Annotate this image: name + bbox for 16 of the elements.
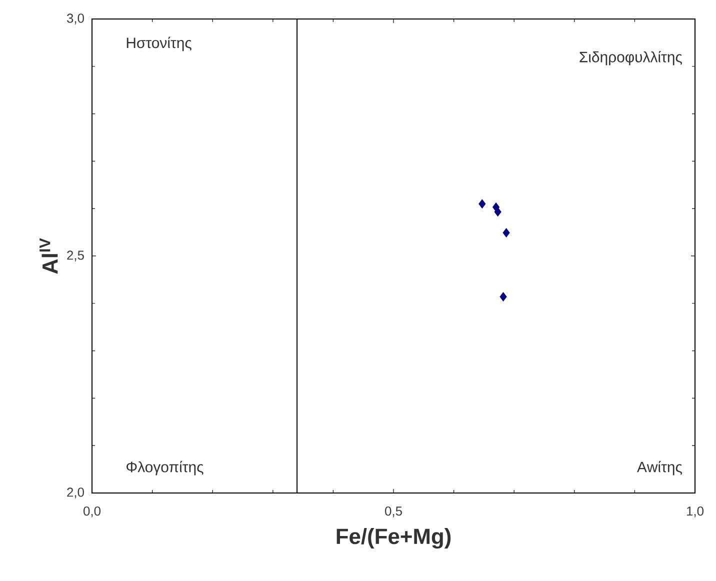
annotation: Σιδηροφυλλίτης [580, 50, 682, 66]
point [500, 292, 507, 302]
y-tick-label: 3,0 [66, 14, 84, 24]
annotation: Αwίτης [636, 460, 682, 476]
y-axis-title: Al$^{IV}$ [40, 238, 58, 274]
y-tick-label: 2,5 [67, 250, 84, 262]
annotation: Ηστονίτης [126, 36, 192, 52]
y-tick-label: 2,0 [67, 488, 84, 498]
point [494, 207, 502, 217]
x-tick-label: 0,0 [84, 506, 101, 518]
x-tick-label: 1,0 [686, 506, 704, 518]
annotation: Φλογοπίτης [126, 460, 204, 476]
point [478, 199, 486, 209]
point [502, 228, 510, 238]
x-tick-label: 0,5 [385, 506, 402, 518]
x-axis-title: Fe/(Fe+Mg) [336, 528, 451, 549]
